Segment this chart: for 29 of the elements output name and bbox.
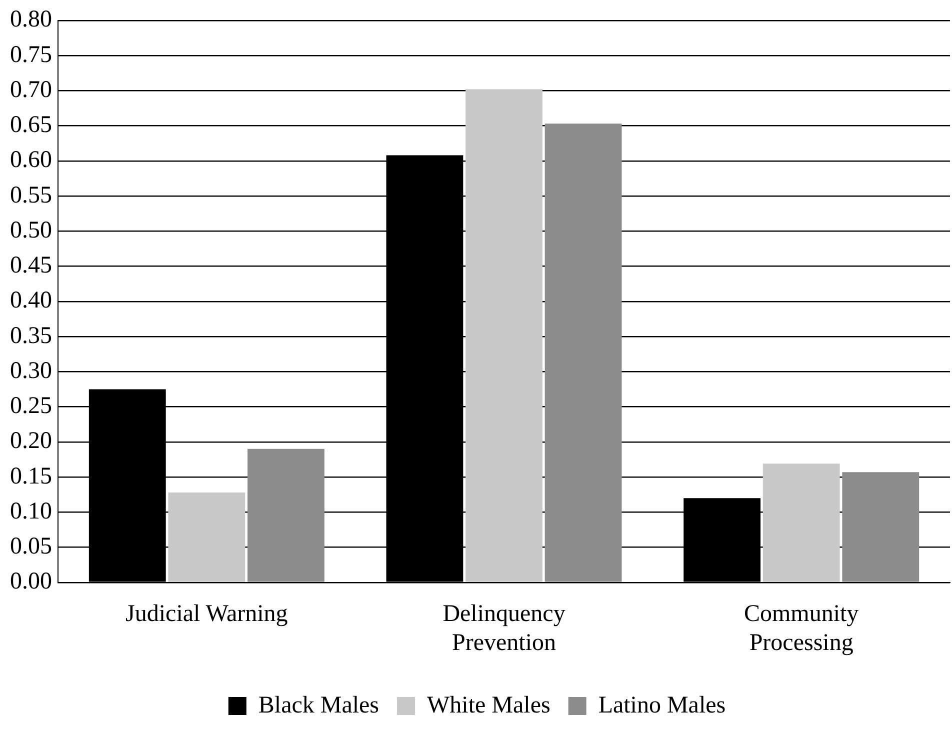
y-tick-label: 0.45 xyxy=(10,252,52,279)
y-tick-label: 0.15 xyxy=(10,463,52,490)
bar xyxy=(842,472,920,582)
bar xyxy=(168,492,246,582)
y-tick-label: 0.10 xyxy=(10,498,52,524)
y-tick-label: 0.40 xyxy=(10,288,52,314)
y-tick-label: 0.75 xyxy=(10,42,52,68)
x-tick-label: Delinquency Prevention xyxy=(442,601,566,656)
y-tick-label: 0.70 xyxy=(10,76,52,103)
y-tick-label: 0.05 xyxy=(10,534,52,560)
x-tick-label: Community Processing xyxy=(744,601,859,656)
bar xyxy=(762,464,840,582)
y-tick-label: 0.65 xyxy=(10,112,52,138)
y-tick-label: 0.00 xyxy=(10,568,52,595)
y-tick-label: 0.30 xyxy=(10,358,52,384)
y-tick-label: 0.50 xyxy=(10,217,52,244)
y-tick-label: 0.60 xyxy=(10,147,52,174)
y-tick-label: 0.20 xyxy=(10,428,52,454)
legend-label: Latino Males xyxy=(598,692,726,718)
bar xyxy=(544,124,622,582)
legend-label: Black Males xyxy=(258,692,380,718)
bar xyxy=(466,89,542,582)
y-tick-label: 0.55 xyxy=(10,182,52,208)
y-tick-label: 0.80 xyxy=(10,6,52,33)
bar xyxy=(248,448,324,582)
y-tick-label: 0.25 xyxy=(10,393,52,420)
legend-label: White Males xyxy=(427,692,550,718)
x-tick-label: Judicial Warning xyxy=(126,601,288,628)
y-tick-label: 0.35 xyxy=(10,322,52,349)
